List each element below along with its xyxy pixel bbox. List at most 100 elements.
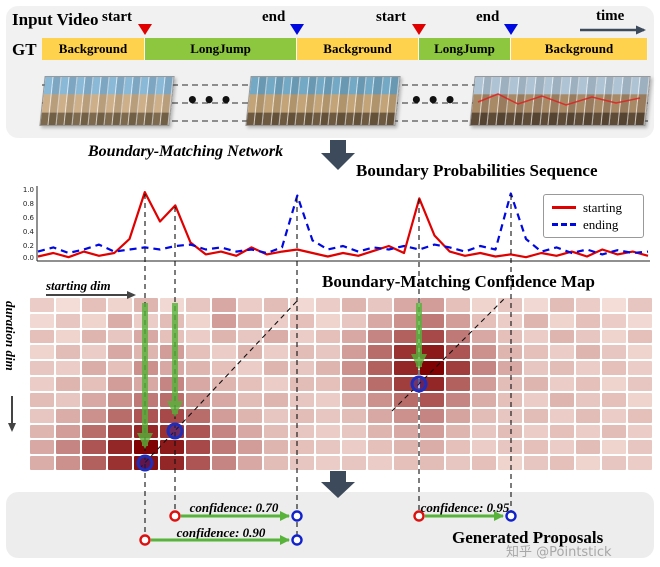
- confidence-cell: [420, 313, 444, 328]
- confidence-cell: [394, 329, 418, 344]
- confidence-cell: [186, 345, 210, 360]
- confidence-cell: [420, 440, 444, 455]
- confidence-cell: [420, 408, 444, 423]
- confidence-cell: [82, 424, 106, 439]
- confidence-cell: [446, 424, 470, 439]
- confidence-cell: [134, 298, 158, 312]
- confidence-cell: [524, 361, 548, 376]
- confidence-cell: [394, 345, 418, 360]
- confidence-cell: [446, 361, 470, 376]
- confidence-cell: [368, 440, 392, 455]
- confidence-cell: [602, 329, 626, 344]
- confidence-cell: [238, 377, 262, 391]
- confidence-cell: [368, 424, 392, 439]
- generated-proposals-panel: [6, 492, 654, 558]
- confidence-cell: [498, 377, 522, 391]
- confidence-cell: [524, 345, 548, 360]
- confidence-cell: [394, 408, 418, 423]
- confidence-cell: [290, 392, 314, 407]
- confidence-cell: [472, 361, 496, 376]
- confidence-map-title: Boundary-Matching Confidence Map: [322, 272, 595, 291]
- start-marker-label: start: [102, 9, 132, 25]
- confidence-cell: [82, 408, 106, 423]
- confidence-cell: [576, 392, 600, 407]
- ground-truth-bar: Background LongJump Background LongJump Back…: [42, 38, 648, 60]
- confidence-cell: [628, 408, 652, 423]
- confidence-cell: [420, 392, 444, 407]
- confidence-cell: [342, 392, 366, 407]
- confidence-cell: [238, 392, 262, 407]
- confidence-cell: [82, 298, 106, 312]
- gt-label: GT: [12, 40, 37, 59]
- confidence-cell: [264, 345, 288, 360]
- confidence-cell: [212, 361, 236, 376]
- confidence-cell: [602, 377, 626, 391]
- confidence-cell: [498, 329, 522, 344]
- confidence-cell: [108, 377, 132, 391]
- start-marker-label: start: [376, 9, 406, 25]
- confidence-cell: [212, 408, 236, 423]
- confidence-cell: [498, 313, 522, 328]
- confidence-cell: [368, 456, 392, 470]
- confidence-cell: [498, 456, 522, 470]
- confidence-cell: [342, 345, 366, 360]
- confidence-cell: [368, 329, 392, 344]
- confidence-cell: [316, 440, 340, 455]
- legend-label: ending: [583, 216, 619, 232]
- end-marker-label: end: [262, 9, 286, 25]
- probabilities-chart-title: Boundary Probabilities Sequence: [356, 161, 598, 180]
- confidence-cell: [238, 408, 262, 423]
- gt-segment: Background: [42, 38, 146, 60]
- confidence-cell: [264, 392, 288, 407]
- gt-segment: LongJump: [145, 38, 298, 60]
- confidence-cell: [30, 424, 54, 439]
- confidence-cell: [524, 392, 548, 407]
- confidence-cell: [316, 329, 340, 344]
- confidence-cell: [108, 440, 132, 455]
- confidence-cell: [212, 456, 236, 470]
- confidence-cell: [446, 440, 470, 455]
- confidence-cell: [160, 313, 184, 328]
- confidence-cell: [316, 361, 340, 376]
- confidence-cell: [264, 361, 288, 376]
- confidence-cell: [446, 456, 470, 470]
- confidence-cell: [134, 424, 158, 439]
- ellipsis: •••: [186, 88, 237, 112]
- confidence-cell: [30, 313, 54, 328]
- confidence-cell: [30, 440, 54, 455]
- confidence-cell: [394, 298, 418, 312]
- confidence-cell: [134, 408, 158, 423]
- confidence-cell: [628, 345, 652, 360]
- confidence-cell: [628, 361, 652, 376]
- gt-segment: Background: [297, 38, 419, 60]
- confidence-cell: [56, 377, 80, 391]
- confidence-cell: [186, 392, 210, 407]
- confidence-cell: [238, 361, 262, 376]
- confidence-cell: [368, 361, 392, 376]
- confidence-cell: [472, 329, 496, 344]
- confidence-cell: [316, 456, 340, 470]
- confidence-cell: [82, 361, 106, 376]
- confidence-cell: [342, 329, 366, 344]
- confidence-cell: [576, 361, 600, 376]
- confidence-cell: [524, 329, 548, 344]
- confidence-cell: [550, 298, 574, 312]
- confidence-cell: [264, 456, 288, 470]
- down-arrow-icon: [321, 140, 355, 170]
- confidence-cell: [290, 456, 314, 470]
- confidence-cell: [576, 424, 600, 439]
- starting-dim-label: starting dim: [46, 278, 111, 293]
- confidence-cell: [56, 408, 80, 423]
- confidence-cell: [290, 424, 314, 439]
- confidence-cell: [498, 298, 522, 312]
- confidence-cell: [56, 313, 80, 328]
- confidence-cell: [498, 440, 522, 455]
- starting-line-swatch: [552, 206, 576, 209]
- confidence-cell: [30, 329, 54, 344]
- confidence-cell: [212, 298, 236, 312]
- confidence-cell: [420, 329, 444, 344]
- confidence-cell: [394, 392, 418, 407]
- confidence-cell: [472, 408, 496, 423]
- confidence-cell: [212, 329, 236, 344]
- confidence-cell: [472, 440, 496, 455]
